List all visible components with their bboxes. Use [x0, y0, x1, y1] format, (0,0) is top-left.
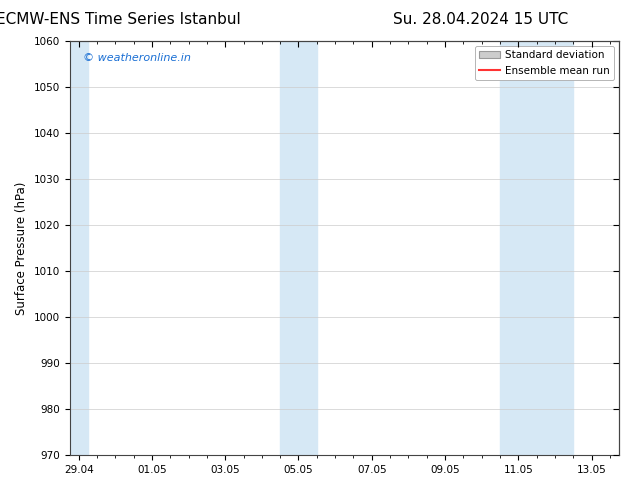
Text: ECMW-ENS Time Series Istanbul: ECMW-ENS Time Series Istanbul: [0, 12, 241, 27]
Y-axis label: Surface Pressure (hPa): Surface Pressure (hPa): [15, 181, 28, 315]
Bar: [500, 41, 573, 455]
Text: Su. 28.04.2024 15 UTC: Su. 28.04.2024 15 UTC: [393, 12, 568, 27]
Text: © weatheronline.in: © weatheronline.in: [83, 53, 191, 64]
Bar: [70, 41, 88, 455]
Bar: [280, 41, 317, 455]
Legend: Standard deviation, Ensemble mean run: Standard deviation, Ensemble mean run: [475, 46, 614, 80]
